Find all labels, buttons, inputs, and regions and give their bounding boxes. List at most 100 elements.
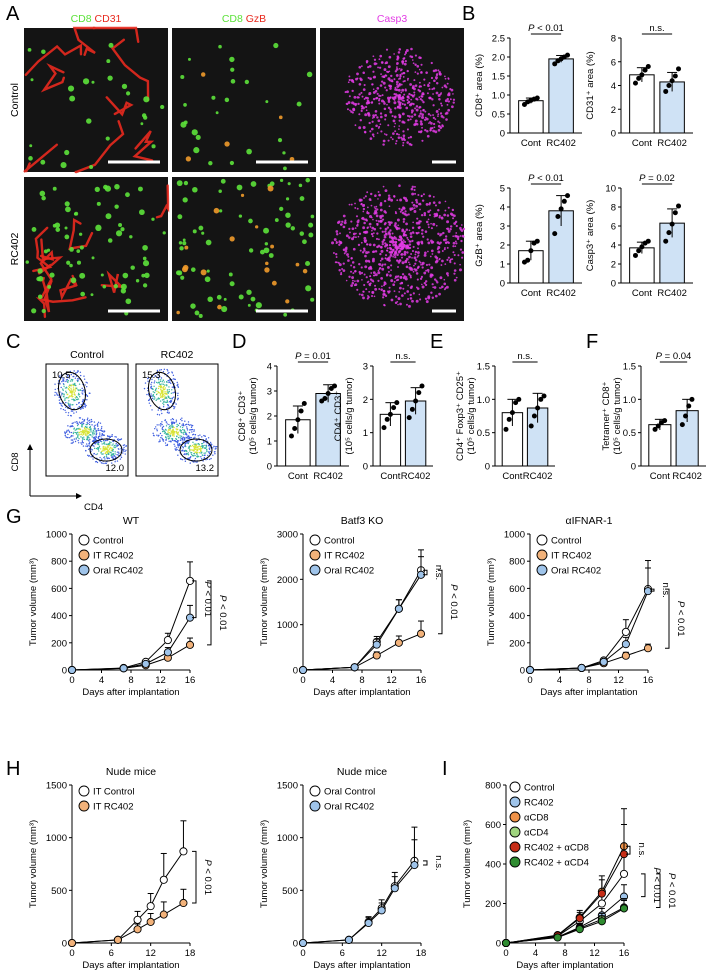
cell-signal	[69, 95, 76, 102]
event-dot	[153, 391, 156, 394]
casp3-signal	[399, 97, 403, 101]
casp3-signal	[367, 280, 370, 283]
casp3-signal	[447, 108, 451, 112]
x-axis-label: Days after implantation	[313, 960, 410, 971]
casp3-signal	[335, 240, 338, 243]
data-point	[663, 238, 669, 244]
event-dot	[188, 424, 191, 426]
casp3-signal	[362, 126, 366, 130]
event-dot	[196, 455, 198, 458]
data-point	[555, 214, 561, 219]
casp3-signal	[416, 267, 419, 270]
event-dot	[112, 443, 114, 445]
cell-signal	[310, 214, 315, 219]
cd4-gate	[89, 438, 123, 462]
panel-letter-h: H	[6, 758, 20, 780]
event-dot	[166, 397, 168, 399]
cell-signal	[86, 118, 92, 124]
casp3-signal	[369, 215, 372, 219]
event-dot	[67, 402, 69, 404]
cell-signal	[100, 273, 104, 277]
casp3-signal	[421, 95, 424, 98]
data-point	[597, 899, 606, 908]
event-dot	[207, 437, 210, 439]
casp3-signal	[403, 252, 407, 256]
event-dot	[85, 445, 87, 447]
casp3-signal	[383, 234, 386, 237]
event-dot	[70, 387, 72, 390]
casp3-signal	[404, 197, 408, 201]
x-tick-label: 16	[619, 948, 630, 959]
casp3-signal	[372, 271, 376, 274]
cell-signal	[274, 218, 279, 222]
event-dot	[65, 401, 67, 404]
data-point	[642, 67, 648, 73]
casp3-signal	[438, 257, 441, 260]
casp3-signal	[421, 92, 425, 96]
event-dot	[213, 445, 215, 448]
data-point	[295, 417, 301, 423]
casp3-signal	[462, 235, 465, 238]
event-dot	[95, 432, 98, 434]
event-dot	[104, 446, 106, 448]
event-dot	[83, 432, 85, 434]
event-dot	[177, 424, 180, 427]
casp3-signal	[362, 296, 365, 300]
casp3-signal	[393, 78, 396, 81]
y-axis-label: (10⁵ cells/g tumor)	[248, 377, 259, 454]
event-dot	[75, 428, 78, 431]
event-dot	[114, 451, 116, 453]
event-dot	[78, 383, 81, 385]
casp3-signal	[372, 232, 375, 234]
casp3-signal	[434, 255, 437, 258]
casp3-signal	[419, 98, 422, 101]
event-dot	[212, 454, 214, 456]
casp3-signal	[421, 228, 424, 232]
event-dot	[81, 392, 83, 394]
event-dot	[76, 403, 78, 406]
cell-signal	[64, 226, 68, 230]
casp3-signal	[338, 263, 342, 267]
casp3-signal	[404, 60, 407, 63]
event-dot	[78, 393, 81, 396]
casp3-signal	[421, 199, 425, 202]
series-line	[302, 574, 422, 671]
event-dot	[171, 418, 174, 420]
event-dot	[179, 458, 182, 460]
casp3-signal	[372, 88, 375, 91]
overlap-signal	[176, 310, 180, 315]
overlap-signal	[267, 185, 274, 192]
event-dot	[69, 431, 71, 434]
casp3-signal	[405, 222, 408, 226]
significance-label: n.s.	[433, 565, 444, 580]
data-point	[390, 884, 399, 893]
casp3-signal	[396, 278, 400, 281]
series-line	[71, 851, 184, 944]
casp3-signal	[431, 253, 434, 255]
legend-label: Control	[93, 536, 124, 547]
data-point	[597, 917, 606, 926]
cell-signal	[105, 213, 112, 220]
casp3-signal	[382, 289, 386, 293]
event-dot	[211, 443, 213, 446]
event-dot	[111, 454, 113, 457]
micrograph-column-title: Casp3	[377, 13, 408, 25]
event-dot	[93, 447, 96, 450]
data-point	[552, 61, 558, 67]
event-dot	[90, 429, 92, 431]
casp3-signal	[382, 75, 386, 78]
cell-signal	[31, 308, 37, 314]
event-dot	[85, 426, 87, 429]
cell-signal	[269, 181, 275, 187]
casp3-signal	[377, 191, 380, 193]
event-dot	[182, 423, 185, 426]
data-point	[503, 426, 509, 432]
event-dot	[67, 404, 70, 406]
casp3-signal	[406, 114, 409, 117]
event-dot	[64, 431, 66, 433]
series-line	[71, 580, 191, 671]
event-dot	[54, 394, 56, 396]
data-point	[506, 416, 512, 422]
casp3-signal	[385, 273, 389, 277]
casp3-signal	[431, 88, 434, 91]
